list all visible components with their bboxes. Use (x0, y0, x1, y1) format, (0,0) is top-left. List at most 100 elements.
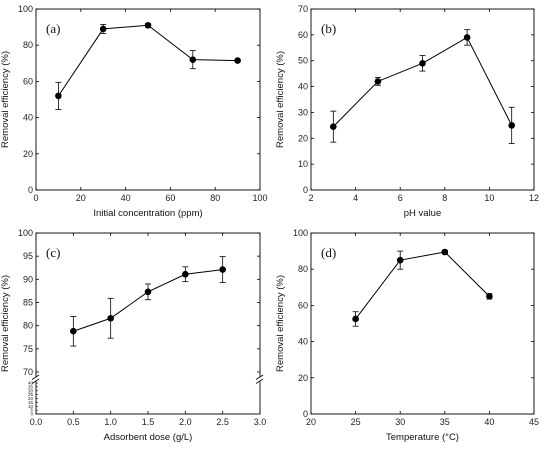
data-point (219, 266, 226, 273)
x-axis: 0.0 0.5 1.0 1.5 2.0 2.5 3.0 (30, 233, 267, 427)
x-tick-label: 60 (165, 193, 175, 203)
data-point (107, 314, 114, 322)
y-tick-label: 20 (298, 373, 308, 383)
chart-panel-2: 0.0 0.5 1.0 1.5 2.0 2.5 3.0 70 75 80 85 90 95 100 0510… (0, 228, 266, 443)
y-tick-label: 0 (303, 185, 308, 195)
x-tick-label: 25 (351, 417, 361, 427)
plot-frame (310, 8, 535, 191)
x-tick-label: 0.0 (30, 417, 43, 427)
y-tick-label: 40 (23, 113, 33, 123)
y-tick-label: 80 (23, 40, 33, 50)
x-tick-label: 80 (210, 193, 220, 203)
y-tick-label: 80 (298, 264, 308, 274)
x-axis-title: Initial concentration (ppm) (93, 208, 202, 219)
data-point (441, 248, 449, 256)
x-tick-label: 20 (76, 193, 86, 203)
y-axis-title: Removal efficiency (%) (275, 51, 286, 148)
panel-label: (d) (321, 245, 336, 260)
x-tick-label: 35 (440, 417, 450, 427)
plot-frame (35, 8, 261, 191)
y-tick-label: 70 (298, 4, 308, 14)
y-tick-label: 0 (28, 185, 33, 195)
y-tick-label: 10 (298, 159, 308, 169)
y-tick-label: 40 (298, 337, 308, 347)
series-line (355, 251, 490, 320)
y-axis: 0 20 40 60 80 100 (293, 228, 534, 419)
data-point (55, 92, 62, 100)
y-tick-label-lower: 40 (28, 381, 34, 386)
y-tick-label-lower: 20 (28, 396, 34, 401)
x-tick-label: 2 (308, 193, 313, 203)
plot-frame (310, 232, 535, 415)
y-tick-label: 60 (298, 30, 308, 40)
y-tick-label-lower: 10 (28, 404, 34, 409)
chart-panel-1: 2 4 6 8 10 12 0 10 20 30 40 50 60 70 pH value Removal e… (275, 4, 539, 219)
x-tick-label: 0 (33, 193, 38, 203)
y-tick-label: 20 (23, 149, 33, 159)
plot-frame (35, 232, 261, 415)
axis-break-gap (258, 376, 262, 382)
series-line (73, 269, 223, 332)
x-tick-label: 12 (529, 193, 539, 203)
y-tick-label: 70 (23, 367, 33, 377)
x-tick-label: 100 (252, 193, 267, 203)
data-point (189, 56, 197, 63)
data-point (144, 288, 152, 296)
y-tick-label: 100 (18, 228, 33, 238)
x-tick-label: 40 (484, 417, 494, 427)
series-line (57, 24, 238, 97)
data-point (234, 57, 241, 64)
y-tick-label: 100 (18, 4, 33, 14)
x-tick-label: 6 (398, 193, 403, 203)
x-axis: 0 20 40 60 80 100 (33, 9, 268, 203)
y-tick-label: 100 (293, 228, 308, 238)
x-axis: 20 25 30 35 40 45 (306, 233, 539, 427)
y-tick-label-lower: 15 (28, 400, 34, 405)
x-axis-title: Temperature (°C) (386, 432, 459, 443)
y-tick-label: 60 (23, 76, 33, 86)
data-point (352, 315, 359, 323)
x-tick-label: 10 (484, 193, 494, 203)
y-tick-label-lower: 35 (28, 384, 34, 389)
x-tick-label: 3.0 (254, 417, 267, 427)
data-point (396, 256, 404, 264)
x-tick-label: 1.5 (142, 417, 155, 427)
y-axis-title: Removal efficiency (%) (0, 51, 11, 148)
axis-break-gap (34, 376, 38, 382)
x-tick-label: 45 (529, 417, 539, 427)
y-tick-label: 40 (298, 82, 308, 92)
data-point (463, 34, 471, 41)
data-point (70, 327, 77, 335)
x-axis: 2 4 6 8 10 12 (308, 9, 539, 203)
data-point (182, 270, 189, 278)
y-tick-label: 30 (298, 107, 308, 117)
data-point (330, 123, 337, 130)
y-tick-label-lower: 5 (30, 408, 33, 413)
x-tick-label: 8 (442, 193, 447, 203)
data-point (374, 78, 382, 85)
y-tick-label: 20 (298, 133, 308, 143)
data-point (144, 21, 152, 29)
y-axis-title: Removal efficiency (%) (275, 275, 286, 372)
axis-break-mark (31, 374, 40, 380)
y-axis: 0 10 20 30 40 50 60 70 (298, 4, 534, 195)
x-tick-label: 20 (306, 417, 316, 427)
chart-panel-0: 0 20 40 60 80 100 0 20 40 60 80 100 Initial concentr… (0, 4, 268, 219)
y-tick-label: 90 (23, 274, 33, 284)
x-axis-title: pH value (404, 208, 442, 219)
x-tick-label: 2.0 (179, 417, 192, 427)
x-tick-label: 4 (353, 193, 358, 203)
y-tick-label-lower: 25 (28, 392, 34, 397)
panel-label: (c) (46, 245, 60, 260)
y-tick-label: 85 (23, 298, 33, 308)
x-tick-label: 40 (121, 193, 131, 203)
series-line (332, 36, 513, 128)
y-tick-label-lower: 30 (28, 388, 34, 393)
y-axis: 0 20 40 60 80 100 (18, 4, 260, 195)
data-point (419, 60, 426, 67)
x-tick-label: 2.5 (216, 417, 229, 427)
x-tick-label: 1.0 (104, 417, 117, 427)
